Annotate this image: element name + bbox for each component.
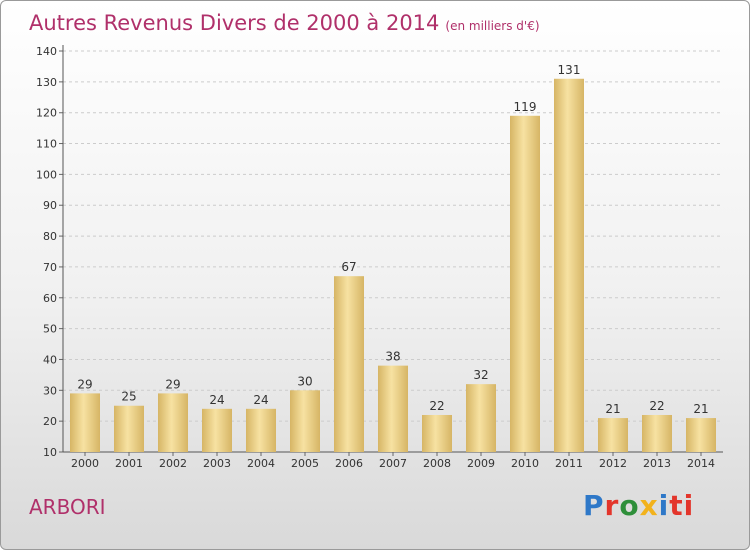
data-label: 38 [385, 350, 400, 364]
data-label: 24 [209, 393, 224, 407]
chart-title-text: Autres Revenus Divers de 2000 à 2014 [29, 11, 440, 35]
x-tick-label: 2000 [71, 457, 99, 470]
bar [686, 418, 716, 452]
data-label: 131 [558, 63, 581, 77]
bar [510, 115, 540, 453]
logo-letter: r [604, 489, 620, 522]
proxiti-logo: Proxiti [583, 489, 694, 522]
data-label: 21 [605, 402, 620, 416]
y-tick-label: 120 [36, 107, 57, 120]
bar [334, 276, 364, 452]
x-tick-label: 2006 [335, 457, 363, 470]
data-label: 21 [693, 402, 708, 416]
bar [598, 418, 628, 452]
x-tick-label: 2012 [599, 457, 627, 470]
y-tick-label: 140 [36, 45, 57, 58]
data-label: 30 [297, 374, 312, 388]
y-tick-label: 20 [43, 415, 57, 428]
y-tick-label: 30 [43, 384, 57, 397]
y-tick-label: 60 [43, 292, 57, 305]
bar [202, 408, 232, 452]
logo-letter: i [658, 489, 670, 522]
data-label: 32 [473, 368, 488, 382]
y-tick-label: 80 [43, 230, 57, 243]
data-label: 67 [341, 260, 356, 274]
x-tick-label: 2013 [643, 457, 671, 470]
bar [378, 365, 408, 452]
x-tick-label: 2002 [159, 457, 187, 470]
x-tick-label: 2003 [203, 457, 231, 470]
data-label: 119 [514, 100, 537, 114]
x-tick-label: 2010 [511, 457, 539, 470]
y-tick-label: 40 [43, 353, 57, 366]
bar [246, 408, 276, 452]
y-tick-label: 110 [36, 138, 57, 151]
logo-letter: ti [669, 489, 695, 522]
y-tick-label: 70 [43, 261, 57, 274]
x-tick-label: 2011 [555, 457, 583, 470]
y-tick-label: 100 [36, 168, 57, 181]
data-label: 25 [121, 390, 136, 404]
x-tick-label: 2014 [687, 457, 715, 470]
y-tick-label: 130 [36, 76, 57, 89]
x-tick-label: 2005 [291, 457, 319, 470]
x-tick-label: 2008 [423, 457, 451, 470]
logo-letter: x [639, 489, 659, 522]
x-tick-label: 2004 [247, 457, 275, 470]
bar [422, 414, 452, 452]
bar [642, 414, 672, 452]
chart-title: Autres Revenus Divers de 2000 à 2014 (en … [29, 11, 540, 35]
bar [114, 405, 144, 452]
commune-name: ARBORI [29, 495, 106, 519]
y-tick-label: 10 [43, 446, 57, 459]
data-label: 22 [429, 399, 444, 413]
y-tick-label: 90 [43, 199, 57, 212]
bar [554, 78, 584, 452]
x-tick-label: 2001 [115, 457, 143, 470]
chart-subtitle: (en milliers d'€) [445, 19, 540, 33]
x-tick-label: 2007 [379, 457, 407, 470]
bar [158, 393, 188, 452]
bar [290, 390, 320, 452]
logo-letter: P [583, 489, 605, 522]
bar [466, 384, 496, 452]
y-tick-label: 50 [43, 323, 57, 336]
bar [70, 393, 100, 452]
logo-letter: o [619, 489, 640, 522]
data-label: 22 [649, 399, 664, 413]
data-label: 29 [77, 377, 92, 391]
data-label: 24 [253, 393, 268, 407]
x-tick-label: 2009 [467, 457, 495, 470]
data-label: 29 [165, 377, 180, 391]
